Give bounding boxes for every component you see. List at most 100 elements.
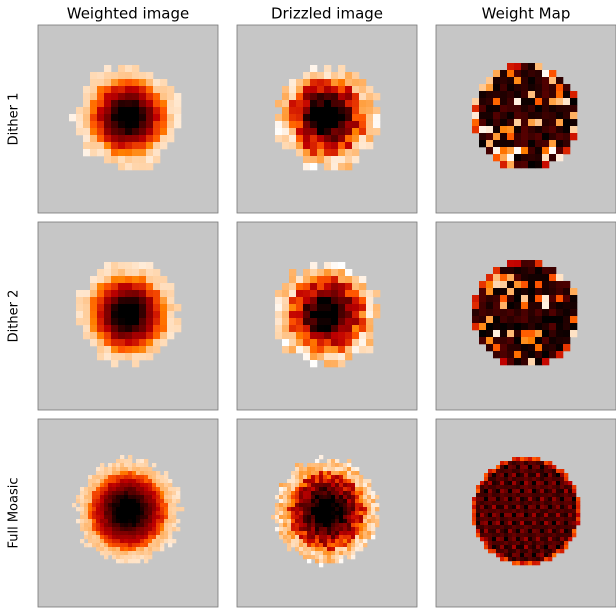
pixel: [128, 559, 133, 564]
pixel: [528, 309, 536, 317]
pixel: [520, 473, 525, 478]
pixel: [351, 547, 356, 552]
pixel: [323, 495, 328, 500]
pixel: [476, 485, 481, 490]
pixel: [572, 529, 577, 534]
pixel: [311, 495, 316, 500]
pixel: [343, 491, 348, 496]
pixel: [160, 276, 168, 284]
pixel: [153, 304, 161, 312]
pixel: [146, 318, 154, 326]
pixel: [493, 281, 501, 289]
pixel: [516, 481, 521, 486]
pixel: [486, 98, 494, 106]
pixel: [139, 325, 147, 333]
pixel: [289, 142, 297, 150]
pixel: [287, 519, 292, 524]
pixel: [343, 523, 348, 528]
pixel: [345, 339, 353, 347]
pixel: [528, 98, 536, 106]
pixel: [528, 533, 533, 538]
pixel: [556, 505, 561, 510]
pixel: [492, 493, 497, 498]
pixel: [139, 100, 147, 108]
pixel: [88, 519, 93, 524]
pixel: [319, 539, 324, 544]
pixel: [367, 487, 372, 492]
pixel: [310, 65, 318, 73]
pixel: [144, 555, 149, 560]
pixel: [572, 489, 577, 494]
pixel: [112, 535, 117, 540]
pixel: [493, 316, 501, 324]
pixel: [347, 491, 352, 496]
pixel: [516, 461, 521, 466]
pixel: [311, 551, 316, 556]
pixel: [132, 495, 137, 500]
pixel: [291, 527, 296, 532]
pixel: [552, 513, 557, 518]
pixel: [317, 100, 325, 108]
pixel: [132, 353, 140, 361]
pixel: [90, 93, 98, 101]
pixel: [514, 281, 522, 289]
pixel: [564, 537, 569, 542]
pixel: [556, 481, 561, 486]
pixel: [345, 283, 353, 291]
pixel: [540, 473, 545, 478]
pixel: [536, 497, 541, 502]
pixel: [303, 499, 308, 504]
pixel: [363, 535, 368, 540]
pixel: [359, 339, 367, 347]
pixel: [359, 297, 367, 305]
pixel: [540, 557, 545, 562]
pixel: [528, 513, 533, 518]
pixel: [371, 499, 376, 504]
pixel: [92, 483, 97, 488]
pixel: [516, 505, 521, 510]
pixel: [282, 283, 290, 291]
pixel: [472, 295, 480, 303]
pixel: [136, 483, 141, 488]
pixel: [295, 475, 300, 480]
pixel: [148, 475, 153, 480]
pixel: [335, 499, 340, 504]
pixel: [528, 553, 533, 558]
pixel: [303, 507, 308, 512]
pixel: [563, 316, 571, 324]
pixel: [303, 304, 311, 312]
pixel: [570, 133, 578, 141]
pixel: [516, 517, 521, 522]
pixel: [493, 112, 501, 120]
pixel: [339, 515, 344, 520]
pixel: [111, 318, 119, 326]
pixel: [359, 128, 367, 136]
column-title: Weight Map: [482, 5, 571, 23]
pixel: [283, 487, 288, 492]
pixel: [367, 499, 372, 504]
pixel: [303, 539, 308, 544]
pixel: [544, 489, 549, 494]
pixel: [120, 475, 125, 480]
pixel: [500, 545, 505, 550]
pixel: [289, 290, 297, 298]
pixel: [351, 467, 356, 472]
pixel: [80, 511, 85, 516]
pixel: [331, 114, 339, 122]
pixel: [83, 149, 91, 157]
pixel: [549, 70, 557, 78]
pixel: [486, 105, 494, 113]
pixel: [124, 511, 129, 516]
pixel: [317, 156, 325, 164]
pixel: [331, 531, 336, 536]
pixel: [307, 547, 312, 552]
pixel: [339, 555, 344, 560]
pixel: [521, 337, 529, 345]
pixel: [307, 519, 312, 524]
pixel: [104, 515, 109, 520]
pixel: [303, 531, 308, 536]
pixel: [542, 91, 550, 99]
pixel: [366, 304, 374, 312]
pixel: [124, 487, 129, 492]
pixel: [486, 147, 494, 155]
